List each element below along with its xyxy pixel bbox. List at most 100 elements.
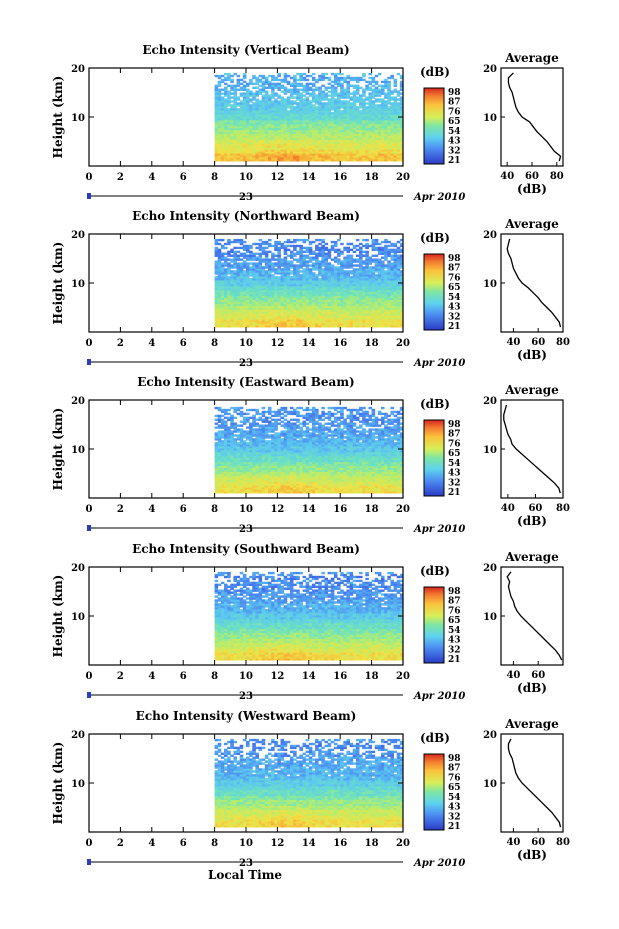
heatmap-cell <box>217 98 222 101</box>
heatmap-cell <box>305 250 310 254</box>
heatmap-cell <box>315 291 319 295</box>
heatmap-cell <box>214 270 219 273</box>
heatmap-cell <box>249 116 253 119</box>
heatmap-cell <box>337 117 341 121</box>
heatmap-cell <box>384 317 388 320</box>
heatmap-cell <box>324 86 329 89</box>
heatmap-cell <box>249 127 253 131</box>
heatmap-cell <box>374 110 379 113</box>
heatmap-cell <box>299 264 303 267</box>
heatmap-cell <box>318 102 322 105</box>
heatmap-cell <box>249 285 253 289</box>
heatmap-cell <box>390 268 394 271</box>
heatmap-cell <box>242 133 247 137</box>
heatmap-cell <box>346 317 351 320</box>
heatmap-cell <box>362 280 366 283</box>
heatmap-cell <box>220 317 225 320</box>
heatmap-cell <box>224 139 228 142</box>
heatmap-cell <box>302 100 307 103</box>
heatmap-cell <box>277 270 281 273</box>
heatmap-cell <box>246 114 250 117</box>
heatmap-cell <box>381 248 385 252</box>
heatmap-cell <box>286 90 291 93</box>
heatmap-cell <box>299 254 303 257</box>
heatmap-cell <box>280 289 285 293</box>
heatmap-cell <box>283 74 288 78</box>
heatmap-cell <box>277 283 281 287</box>
heatmap-cell <box>264 116 269 119</box>
heatmap-cell <box>359 76 363 80</box>
heatmap-cell <box>217 485 222 488</box>
heatmap-cell <box>337 92 341 95</box>
heatmap-cell <box>236 114 241 117</box>
heatmap-cell <box>387 301 391 304</box>
heatmap-cell <box>255 94 259 97</box>
heatmap-cell <box>318 131 322 135</box>
heatmap-cell <box>384 291 388 295</box>
heatmap-cell <box>236 272 241 275</box>
heatmap-cell <box>333 110 338 113</box>
heatmap-cell <box>333 82 338 86</box>
heatmap-cell <box>349 153 354 156</box>
heatmap-cell <box>277 133 281 137</box>
heatmap-cell <box>387 250 391 254</box>
heatmap-cell <box>296 110 300 113</box>
heatmap-cell <box>393 155 398 158</box>
heatmap-cell <box>246 248 250 252</box>
heatmap-cell <box>258 291 263 295</box>
heatmap-cell <box>255 141 259 144</box>
heatmap-cell <box>343 287 347 291</box>
heatmap-cell <box>349 104 354 107</box>
heatmap-cell <box>233 303 237 306</box>
heatmap-cell <box>337 139 341 142</box>
heatmap-cell <box>230 258 234 261</box>
heatmap-cell <box>381 149 385 152</box>
heatmap-cell <box>305 147 310 150</box>
heatmap-cell <box>246 157 250 160</box>
heatmap-cell <box>346 299 351 303</box>
heatmap-cell <box>359 272 363 275</box>
heatmap-cell <box>318 98 322 101</box>
heatmap-cell <box>227 285 231 289</box>
heatmap-cell <box>264 270 269 273</box>
heatmap-cell <box>283 303 288 306</box>
heatmap-cell <box>252 94 256 97</box>
heatmap-cell <box>264 104 269 107</box>
heatmap-cell <box>311 293 316 297</box>
heatmap-cell <box>333 305 338 308</box>
heatmap-cell <box>349 114 354 117</box>
heatmap-cell <box>337 262 341 265</box>
heatmap-cell <box>236 280 241 283</box>
heatmap-cell <box>355 282 360 285</box>
heatmap-cell <box>299 266 303 269</box>
heatmap-cell <box>318 254 322 257</box>
heatmap-cell <box>321 72 325 76</box>
heatmap-cell <box>217 305 222 308</box>
heatmap-cell <box>271 94 275 97</box>
heatmap-cell <box>346 242 351 246</box>
heatmap-cell <box>343 270 347 273</box>
heatmap-cell <box>274 276 278 279</box>
heatmap-cell <box>242 309 247 312</box>
heatmap-cell <box>271 86 275 89</box>
heatmap-cell <box>390 141 394 144</box>
heatmap-cell <box>315 157 319 160</box>
heatmap-cell <box>252 266 256 269</box>
heatmap-cell <box>299 321 303 324</box>
heatmap-cell <box>371 244 376 248</box>
heatmap-cell <box>399 299 404 303</box>
heatmap-cell <box>315 121 319 125</box>
heatmap-cell <box>340 291 344 295</box>
heatmap-cell <box>252 116 256 119</box>
heatmap-cell <box>340 94 344 97</box>
heatmap-cell <box>261 84 266 88</box>
heatmap-cell <box>346 76 351 80</box>
heatmap-cell <box>377 131 382 135</box>
heatmap-cell <box>233 141 237 144</box>
heatmap-cell <box>359 94 363 97</box>
heatmap-cell <box>233 86 237 89</box>
heatmap-cell <box>396 317 401 320</box>
heatmap-cell <box>355 287 360 291</box>
heatmap-cell <box>343 278 347 281</box>
heatmap-cell <box>230 133 234 137</box>
